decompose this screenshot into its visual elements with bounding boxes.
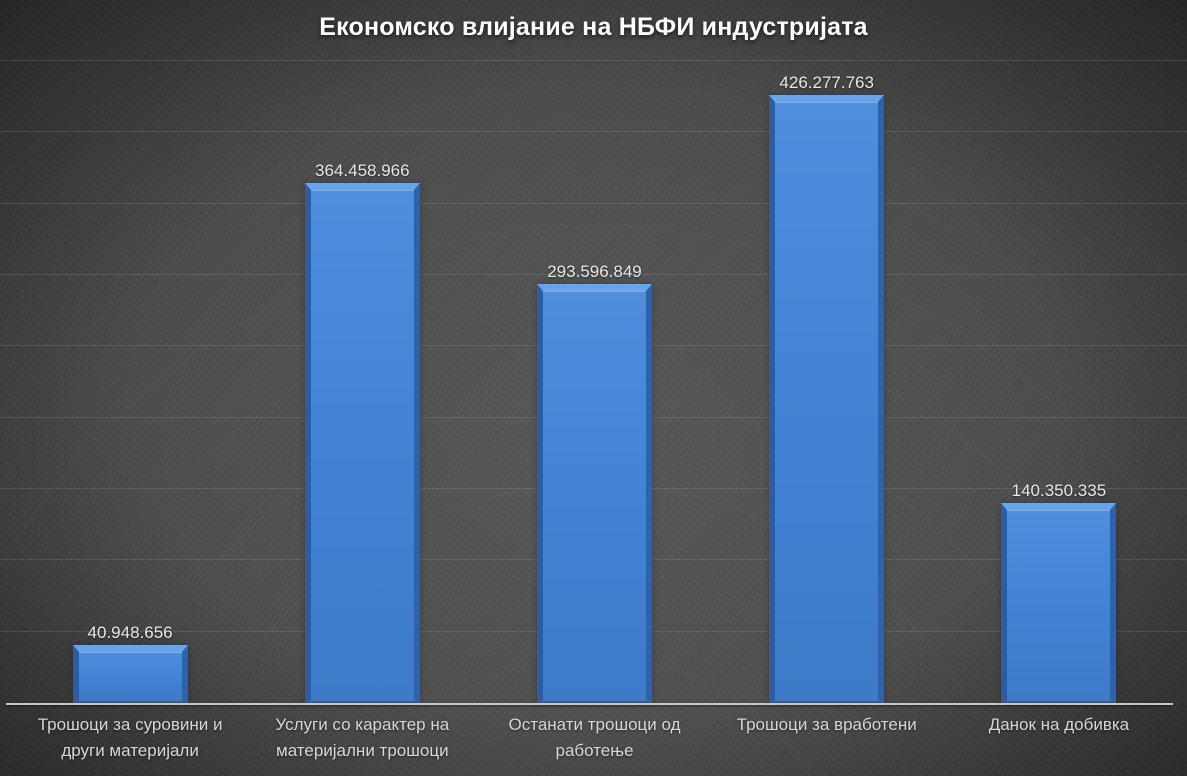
category-label: Данок на добивка xyxy=(988,715,1130,734)
bar-slot: 140.350.335 xyxy=(943,61,1175,703)
x-axis-line xyxy=(6,703,1173,705)
category-label: Трошоци за суровини и други материјали xyxy=(37,715,223,760)
chart-title: Економско влијание на НБФИ индустријата xyxy=(319,13,868,41)
category-label: Трошоци за вработени xyxy=(736,715,917,734)
bar-2: 364.458.966 xyxy=(304,161,420,703)
bar-slot: 364.458.966 xyxy=(246,61,478,703)
category-axis: Трошоци за суровини и други материјали Усл… xyxy=(14,712,1175,764)
value-label: 140.350.335 xyxy=(1011,480,1107,500)
bar-slot: 293.596.849 xyxy=(478,61,710,703)
bar-slot: 426.277.763 xyxy=(711,61,943,703)
bar-1: 40.948.656 xyxy=(72,623,188,703)
bar-3: 293.596.849 xyxy=(537,262,652,703)
category-label: Услуги со карактер на материјални трошоци xyxy=(275,715,450,760)
category-label: Останати трошоци од работење xyxy=(508,715,681,760)
value-label: 40.948.656 xyxy=(87,622,173,642)
bar-4: 426.277.763 xyxy=(769,73,885,703)
value-label: 364.458.966 xyxy=(315,161,410,181)
value-label: 293.596.849 xyxy=(547,262,642,282)
bar-series: 40.948.656 364.458.966 293.596.849 426.277.… xyxy=(14,61,1175,703)
bar-slot: 40.948.656 xyxy=(14,61,246,703)
gridline xyxy=(0,202,1187,204)
plot-area: 40.948.656 364.458.966 293.596.849 426.277.… xyxy=(0,60,1187,705)
gridline xyxy=(0,131,1187,133)
value-label: 426.277.763 xyxy=(779,72,874,92)
gridline xyxy=(0,274,1187,275)
gridline xyxy=(0,60,1187,61)
bar-5: 140.350.335 xyxy=(1001,481,1117,703)
